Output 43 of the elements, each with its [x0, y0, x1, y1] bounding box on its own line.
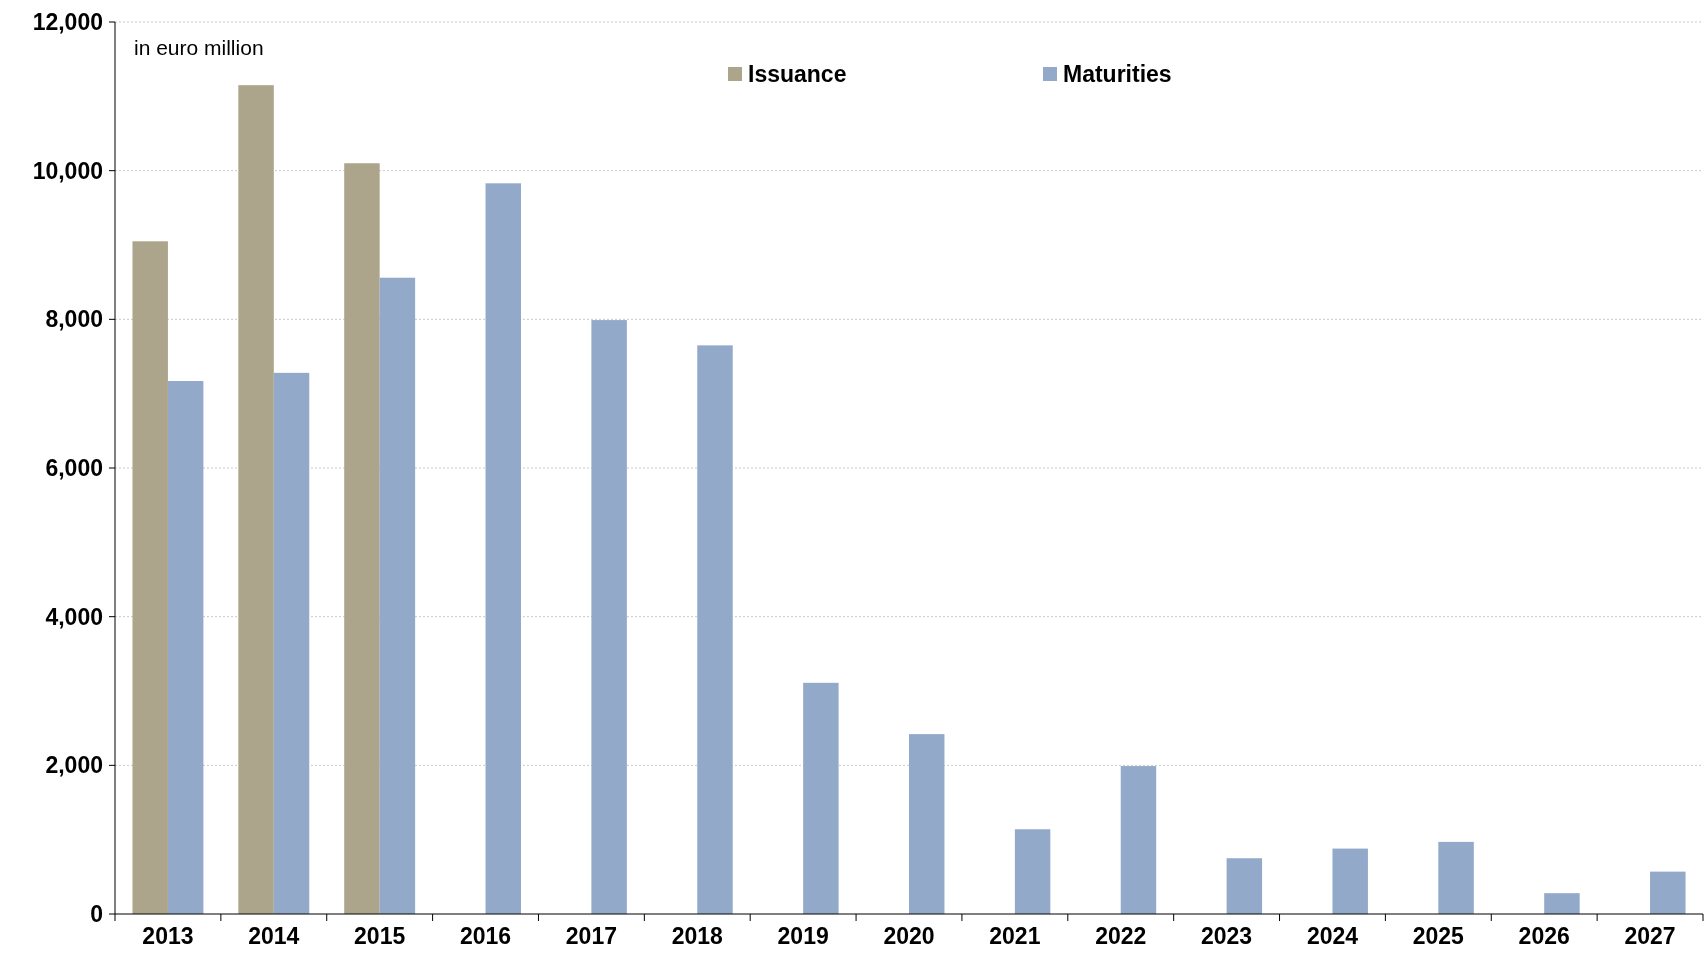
- x-tick-label: 2023: [1201, 923, 1253, 949]
- x-tick-label: 2025: [1412, 923, 1465, 949]
- x-tick-label: 2014: [248, 923, 300, 949]
- bar: [485, 183, 521, 914]
- bar: [1120, 766, 1157, 914]
- annotation: in euro million: [134, 36, 264, 59]
- x-tick-label: 2016: [459, 923, 512, 949]
- bar: [697, 345, 733, 914]
- bar: [1650, 871, 1686, 914]
- x-tick-label: 2020: [883, 923, 935, 949]
- x-tick-label: 2013: [142, 923, 194, 949]
- bar: [591, 320, 627, 914]
- y-tick-label: 12,000: [32, 9, 103, 36]
- bar: [1544, 893, 1580, 914]
- bar: [1226, 858, 1263, 914]
- legend-label: Issuance: [748, 61, 847, 88]
- x-tick-label: 2018: [671, 923, 724, 949]
- bar: [167, 381, 204, 914]
- bar: [1332, 848, 1368, 914]
- bar: [379, 277, 416, 914]
- legend-label: Maturities: [1063, 61, 1172, 88]
- x-tick-label: 2015: [354, 923, 406, 949]
- y-tick-label: 8,000: [45, 306, 103, 333]
- x-tick-label: 2024: [1306, 923, 1359, 949]
- x-tick-label: 2022: [1095, 923, 1147, 949]
- bar: [132, 241, 168, 914]
- bar: [803, 682, 839, 914]
- x-tick-label: 2027: [1624, 923, 1676, 949]
- bar: [909, 734, 945, 914]
- bar: [273, 372, 310, 914]
- x-tick-label: 2026: [1518, 923, 1570, 949]
- bar: [1438, 841, 1474, 914]
- x-tick-label: 2017: [565, 923, 617, 949]
- y-tick-label: 10,000: [32, 157, 103, 184]
- bar: [344, 163, 380, 914]
- x-tick-label: 2021: [989, 923, 1041, 949]
- bar: [1014, 829, 1051, 914]
- bar: [238, 85, 274, 914]
- x-tick-label: 2019: [777, 923, 829, 949]
- y-tick-label: 6,000: [45, 455, 103, 482]
- y-tick-label: 0: [90, 901, 103, 928]
- y-tick-label: 2,000: [45, 752, 103, 779]
- y-tick-label: 4,000: [45, 603, 103, 630]
